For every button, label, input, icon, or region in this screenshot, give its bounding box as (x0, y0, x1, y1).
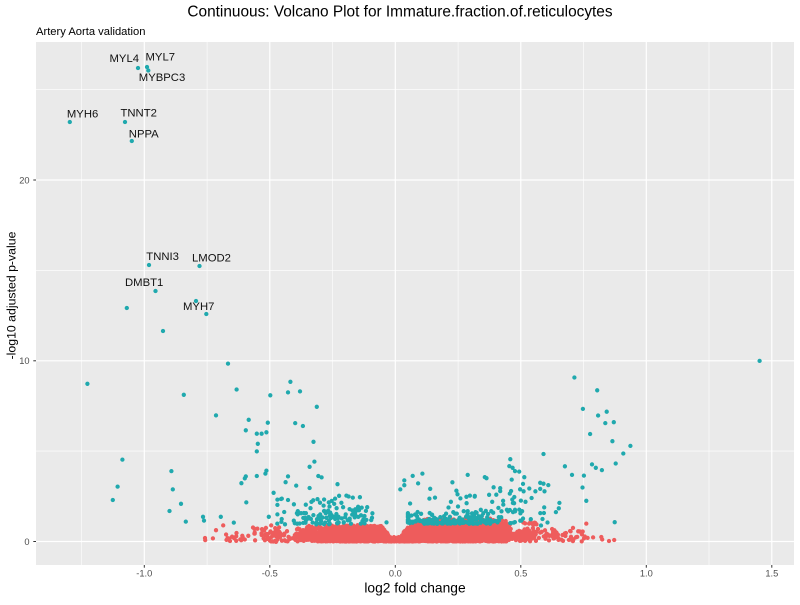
svg-text:DMBT1: DMBT1 (125, 277, 163, 289)
svg-text:MYBPC3: MYBPC3 (139, 72, 185, 84)
svg-text:Artery Aorta validation: Artery Aorta validation (36, 26, 145, 38)
svg-text:log2 fold change: log2 fold change (364, 581, 466, 596)
svg-text:MYH6: MYH6 (67, 109, 98, 121)
svg-text:1.5: 1.5 (765, 569, 778, 579)
svg-text:Continuous: Volcano Plot for I: Continuous: Volcano Plot for Immature.fr… (187, 3, 612, 20)
svg-text:MYL7: MYL7 (146, 52, 176, 64)
svg-text:-log10 adjusted p-value: -log10 adjusted p-value (5, 231, 19, 359)
svg-text:0.5: 0.5 (514, 569, 527, 579)
svg-text:20: 20 (19, 175, 29, 185)
svg-text:TNNT2: TNNT2 (121, 108, 157, 120)
svg-text:MYH7: MYH7 (183, 301, 214, 313)
svg-text:0: 0 (24, 537, 29, 547)
svg-text:LMOD2: LMOD2 (192, 253, 231, 265)
svg-text:10: 10 (19, 356, 29, 366)
svg-text:NPPA: NPPA (129, 129, 159, 141)
svg-text:1.0: 1.0 (640, 569, 653, 579)
svg-text:TNNI3: TNNI3 (146, 251, 179, 263)
svg-text:0.0: 0.0 (389, 569, 402, 579)
svg-text:-1.0: -1.0 (136, 569, 152, 579)
svg-text:MYL4: MYL4 (110, 53, 140, 65)
svg-text:-0.5: -0.5 (262, 569, 278, 579)
